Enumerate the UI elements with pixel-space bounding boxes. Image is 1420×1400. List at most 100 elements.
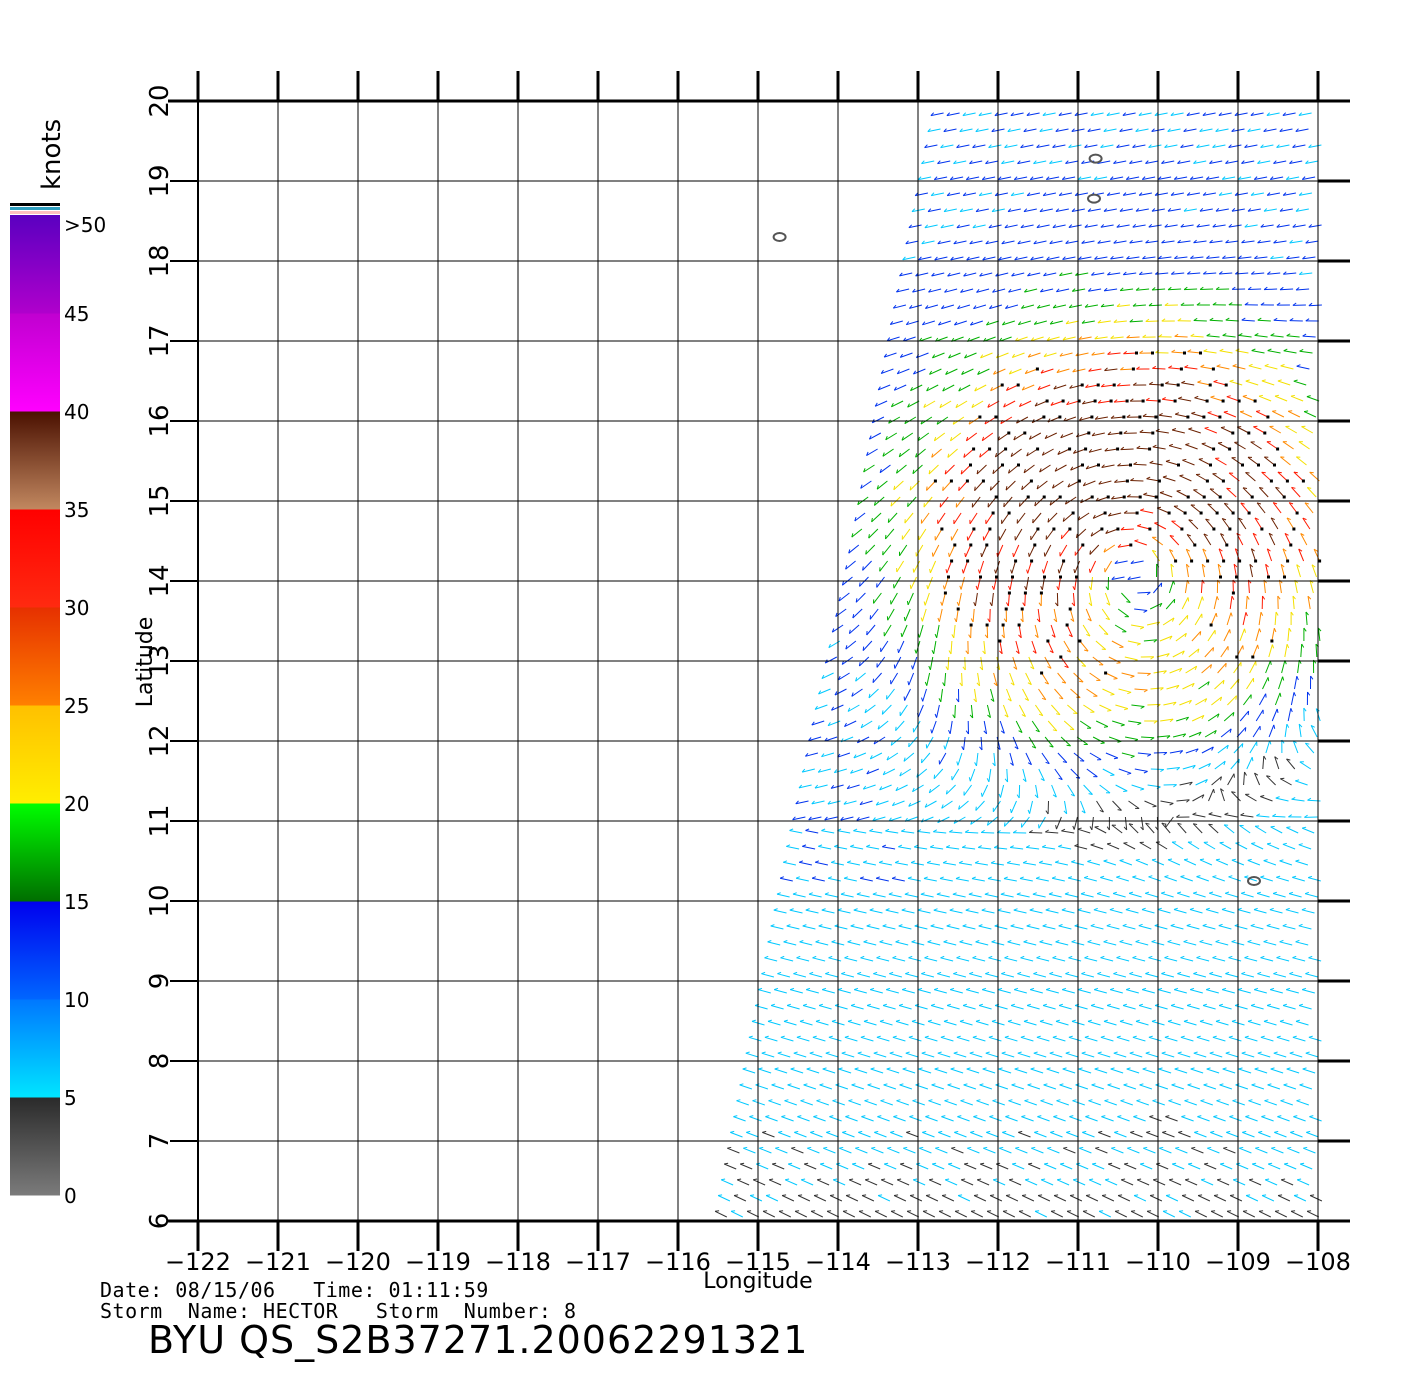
wind-barb <box>1149 1115 1154 1118</box>
wind-vector <box>887 336 900 342</box>
wind-barb <box>990 387 993 392</box>
wind-vector <box>843 800 857 805</box>
wind-barb <box>1106 842 1112 845</box>
wind-barb <box>1021 386 1025 391</box>
wind-vector <box>1303 1147 1316 1154</box>
wind-vector <box>912 1179 926 1186</box>
wind-barb <box>990 698 995 702</box>
wind-barb <box>1135 1019 1140 1022</box>
wind-barb <box>798 784 803 789</box>
wind-vector <box>1221 909 1235 914</box>
wind-vector <box>834 846 848 850</box>
wind-vector <box>1101 384 1115 388</box>
rain-flag <box>1129 543 1133 547</box>
wind-vector <box>1309 1116 1322 1122</box>
wind-vector <box>1202 112 1216 116</box>
wind-barb <box>721 1178 726 1181</box>
wind-vector <box>824 816 838 821</box>
wind-barb <box>960 470 963 475</box>
wind-barb <box>1100 224 1105 228</box>
wind-vector <box>923 400 936 408</box>
wind-barb <box>1282 1003 1288 1006</box>
wind-vector <box>887 512 898 523</box>
wind-vector <box>1164 144 1178 148</box>
wind-barb <box>1105 617 1110 621</box>
wind-barb <box>774 987 779 991</box>
wind-barb <box>1049 971 1054 975</box>
wind-barb <box>952 714 956 719</box>
wind-vector <box>815 1020 829 1026</box>
wind-barb <box>1193 971 1198 975</box>
wind-barb <box>1192 765 1196 769</box>
wind-barb <box>1141 176 1146 180</box>
rain-flag <box>1043 575 1046 579</box>
wind-barb <box>1298 192 1303 196</box>
wind-vector <box>1044 432 1058 440</box>
wind-vector <box>1008 1100 1021 1106</box>
wind-barb <box>1228 955 1233 959</box>
wind-vector <box>1083 704 1095 713</box>
wind-vector <box>1113 320 1127 323</box>
wind-vector <box>1004 1036 1018 1042</box>
wind-vector <box>1012 1163 1025 1170</box>
wind-barb <box>931 649 935 655</box>
wind-vector <box>844 957 858 962</box>
wind-vector <box>1224 814 1238 818</box>
wind-vector <box>847 704 860 712</box>
wind-barb <box>1224 502 1229 505</box>
wind-vector <box>792 816 806 821</box>
wind-barb <box>1043 1083 1048 1086</box>
wind-barb <box>805 828 810 831</box>
wind-barb <box>1010 924 1015 927</box>
wind-vector <box>797 1116 810 1122</box>
wind-vector <box>1168 1179 1182 1186</box>
rain-flag <box>969 543 973 547</box>
wind-barb <box>979 666 983 671</box>
wind-barb <box>945 845 951 848</box>
wind-barb <box>802 844 807 847</box>
wind-vector <box>855 1147 868 1154</box>
wind-barb <box>914 649 917 654</box>
wind-barb <box>821 908 826 911</box>
wind-barb <box>970 321 974 326</box>
wind-vector <box>1306 487 1317 498</box>
rain-flag <box>1023 591 1027 595</box>
wind-barb <box>1300 533 1305 536</box>
wind-barb <box>888 892 893 895</box>
wind-barb <box>1254 333 1259 336</box>
wind-vector <box>1061 528 1071 540</box>
wind-barb <box>1037 386 1041 390</box>
wind-vector <box>1000 893 1014 898</box>
wind-vector <box>1118 768 1132 774</box>
wind-vector <box>1288 502 1298 514</box>
wind-barb <box>827 722 831 726</box>
wind-barb <box>1295 1019 1300 1022</box>
wind-barb <box>870 1067 875 1070</box>
wind-vector <box>1164 224 1178 228</box>
wind-vector <box>765 1195 779 1202</box>
wind-barb <box>1119 208 1124 212</box>
wind-vector <box>1299 192 1312 196</box>
wind-barb <box>1027 1083 1032 1086</box>
wind-vector <box>1208 823 1219 834</box>
wind-vector <box>882 1005 896 1010</box>
wind-vector <box>870 752 883 760</box>
wind-barb <box>1307 595 1312 600</box>
wind-vector <box>987 400 1000 408</box>
wind-barb <box>1132 303 1137 307</box>
wind-barb <box>1303 627 1307 632</box>
wind-barb <box>1105 530 1109 534</box>
wind-vector <box>976 1100 989 1106</box>
wind-vector <box>1051 704 1061 716</box>
wind-barb <box>977 845 982 848</box>
wind-barb <box>921 160 925 164</box>
island-outline <box>772 232 787 242</box>
wind-barb <box>911 940 916 943</box>
wind-barb <box>1087 859 1092 862</box>
wind-barb <box>1147 673 1151 677</box>
lat-tick-label: 14 <box>145 564 175 597</box>
wind-vector <box>883 624 892 637</box>
wind-vector <box>1106 1005 1120 1010</box>
wind-barb <box>1132 955 1137 959</box>
wind-barb <box>1283 1083 1288 1086</box>
